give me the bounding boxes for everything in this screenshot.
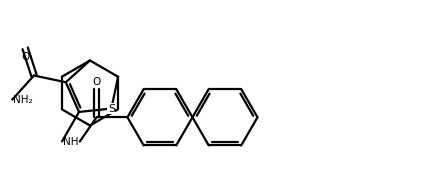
Text: S: S	[108, 104, 115, 114]
Text: NH: NH	[63, 137, 78, 146]
Text: NH₂: NH₂	[13, 95, 33, 105]
Text: O: O	[21, 52, 29, 62]
Text: O: O	[92, 77, 100, 87]
